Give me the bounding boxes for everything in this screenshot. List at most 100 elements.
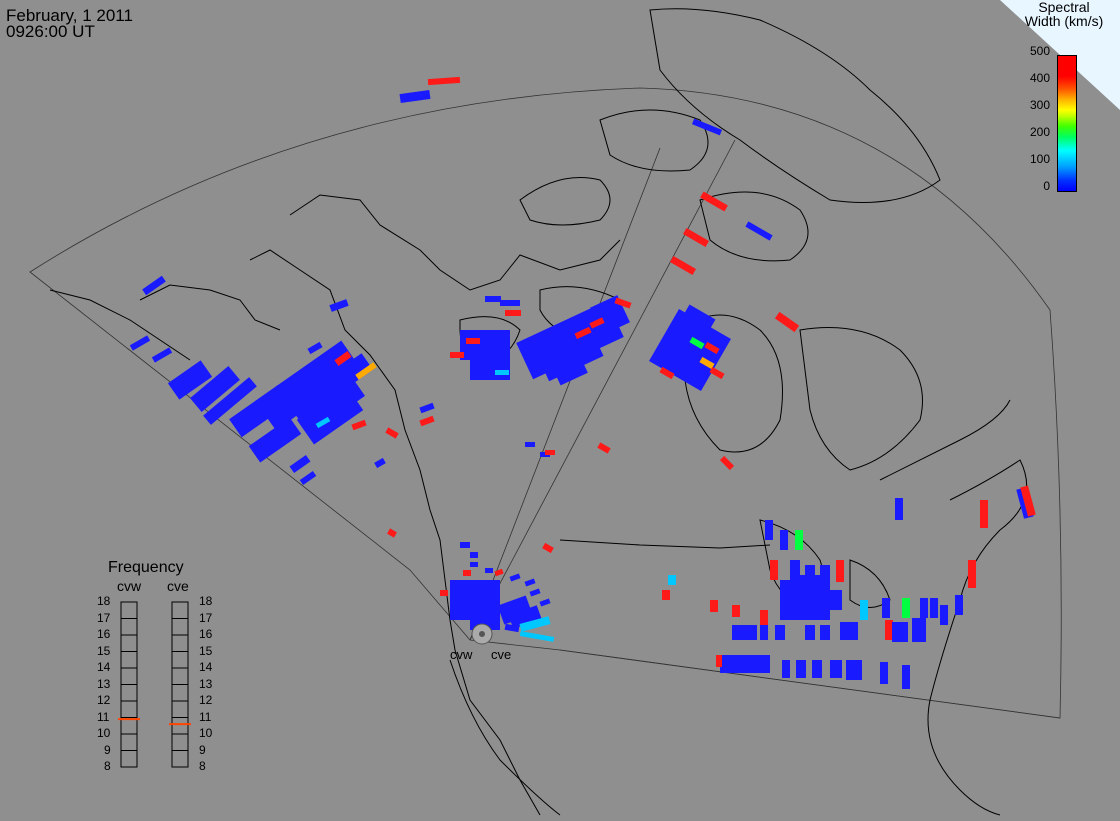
scatter-cell [466, 338, 480, 344]
scatter-cell [419, 415, 435, 427]
frequency-tick-left: 18 [97, 594, 111, 608]
scatter-cell [485, 296, 501, 302]
scatter-cell [307, 341, 323, 355]
scatter-cell [800, 575, 830, 615]
colorbar-tick: 200 [1029, 125, 1050, 139]
radar-site-marker [471, 623, 493, 645]
scatter-cell [940, 605, 948, 625]
scatter-cell [830, 660, 842, 678]
scatter-cell [289, 454, 311, 474]
frequency-tick-left: 14 [97, 660, 111, 674]
frequency-gauge-cell [120, 684, 138, 702]
scatter-cell [930, 598, 938, 618]
scatter-cell [882, 598, 890, 618]
frequency-tick-left: 11 [97, 709, 110, 724]
scatter-cell [902, 665, 910, 689]
radar-label-cve: cve [491, 647, 512, 662]
frequency-gauge-cell [171, 634, 189, 652]
frequency-tick-right: 17 [199, 610, 213, 625]
colorbar-title-line1: Spectral [1038, 0, 1090, 15]
scatter-cell [374, 457, 386, 469]
frequency-gauge-cell [120, 634, 138, 652]
scatter-cell [495, 370, 509, 375]
timestamp-header: February, 1 2011 0926:00 UT [6, 6, 133, 40]
scatter-cell [846, 660, 862, 680]
scatter-cell [745, 221, 773, 241]
scatter-cell [955, 595, 963, 615]
scatter-cell [336, 353, 374, 387]
scatter-cell [450, 352, 464, 358]
scatter-cell [668, 575, 676, 585]
scatter-cell [860, 600, 868, 620]
colorbar-title: Spectral Width (km/s) [1010, 0, 1118, 28]
scatter-cell [463, 570, 471, 576]
scatter-cell [542, 542, 554, 554]
frequency-tick-left: 13 [97, 676, 111, 691]
scatter-cell [782, 660, 790, 678]
scatter-cell [334, 351, 352, 366]
scatter-cell [351, 419, 367, 431]
frequency-gauge-cell [171, 618, 189, 636]
frequency-tick-left: 15 [97, 643, 111, 658]
scatter-cell [387, 528, 397, 538]
frequency-tick-right: 11 [199, 709, 212, 724]
scatter-cell [129, 335, 151, 351]
scatter-cell [329, 299, 349, 312]
scatter-cell [399, 89, 431, 104]
scatter-cell [836, 560, 844, 582]
scatter-cell [880, 662, 888, 684]
frequency-gauge-cell [120, 750, 138, 768]
coastlines [49, 8, 1028, 816]
scatter-cell [203, 377, 257, 425]
frequency-tick-left: 12 [97, 693, 111, 707]
scatter-cell [470, 552, 478, 558]
scatter-cell [248, 417, 302, 463]
field-of-view-outline [29, 87, 1062, 719]
scatter-cell [504, 623, 520, 633]
frequency-gauge-cell [120, 651, 138, 669]
frequency-gauge-cell [171, 733, 189, 751]
scatter-cell [820, 625, 830, 640]
scatter-cell [732, 625, 757, 640]
scatter-cell [765, 520, 773, 540]
scatter-cell [699, 356, 715, 370]
scatter-cell [710, 600, 718, 612]
scatter-cell [812, 660, 822, 678]
scatter-cell [529, 588, 541, 597]
scatter-cell [519, 631, 555, 642]
scatter-cell [902, 598, 910, 618]
scatter-cell [892, 622, 908, 642]
scatter-cell [774, 311, 800, 333]
scatter-cell [719, 455, 735, 471]
scatter-cell [674, 304, 716, 346]
colorbar-tick: 500 [1029, 44, 1050, 58]
scatter-cell [480, 580, 500, 600]
scatter-cell [509, 573, 521, 582]
colorbar-title-line2: Width (km/s) [1024, 13, 1104, 29]
frequency-gauge-cell [171, 750, 189, 768]
scatter-cell [968, 560, 976, 588]
frequency-tick-left: 10 [97, 726, 111, 740]
scatter-cell [780, 530, 788, 550]
radar-label-cvw: cvw [450, 647, 473, 662]
scatter-cell [980, 500, 988, 528]
scatter-cell [190, 366, 240, 412]
scatter-cell [500, 300, 520, 306]
scatter-cell [659, 366, 675, 380]
scatter-cell [142, 275, 166, 296]
scatter-cell [485, 568, 493, 573]
scatter-cell [589, 317, 605, 329]
scatter-cell [385, 427, 399, 439]
scatter-cell [805, 625, 815, 640]
colorbar-tick: 0 [1043, 179, 1050, 193]
scatter-cell [519, 616, 551, 632]
scatter-cell [470, 562, 478, 567]
scatter-cell [912, 618, 926, 642]
scatter-cell [614, 297, 632, 309]
frequency-gauge-cell [171, 684, 189, 702]
frequency-tick-right: 18 [199, 594, 213, 608]
frequency-gauge-cell [171, 700, 189, 718]
scatter-cell [525, 442, 535, 447]
date-label: February, 1 2011 [6, 6, 133, 25]
scatter-cell [760, 625, 768, 640]
